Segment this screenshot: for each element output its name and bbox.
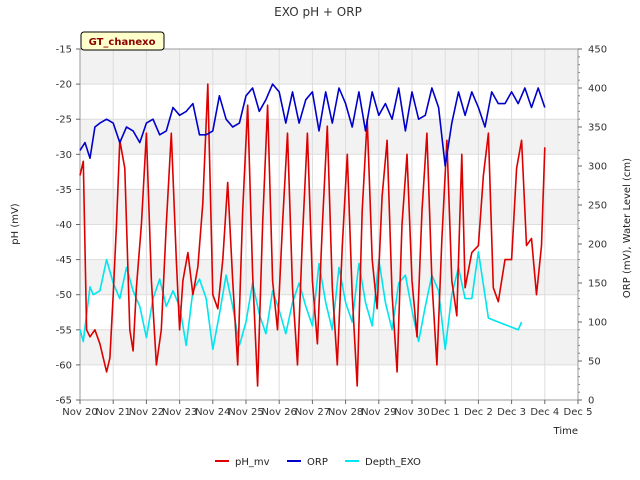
x-tick-label: Dec 4: [530, 407, 559, 418]
x-tick-label: Nov 21: [95, 407, 130, 418]
legend-item: ORP: [287, 457, 328, 468]
background-band: [80, 259, 578, 295]
y-left-tick-label: -30: [56, 150, 72, 161]
x-tick-label: Nov 22: [129, 407, 164, 418]
x-tick-label: Nov 29: [361, 407, 396, 418]
y-left-tick-label: -25: [56, 115, 72, 126]
x-tick-label: Dec 5: [564, 407, 593, 418]
y-right-tick-label: 300: [588, 162, 607, 173]
legend-item: Depth_EXO: [345, 457, 421, 468]
y-right-tick-label: 0: [588, 396, 594, 407]
legend: pH_mv ORP Depth_EXO: [215, 457, 421, 468]
x-tick-label: Dec 1: [431, 407, 460, 418]
background-band: [80, 49, 578, 85]
y-right-tick-label: 200: [588, 240, 607, 251]
site-badge-label: GT_chanexo: [89, 37, 156, 48]
x-axis-label: Time: [553, 426, 578, 437]
site-badge: GT_chanexo: [80, 31, 165, 51]
y-right-tick-label: 250: [588, 201, 607, 212]
background-band: [80, 329, 578, 365]
x-tick-label: Nov 30: [394, 407, 429, 418]
y-axis-left-label: pH (mV): [10, 203, 21, 245]
legend-label: Depth_EXO: [365, 457, 421, 468]
y-right-tick-label: 450: [588, 45, 607, 56]
y-left-tick-label: -40: [56, 220, 72, 231]
y-axis-right-label: ORP (mV), Water Level (cm): [622, 158, 633, 298]
x-tick-label: Nov 23: [162, 407, 197, 418]
x-tick-label: Nov 24: [195, 407, 230, 418]
y-left-tick-label: -60: [56, 360, 72, 371]
x-tick-label: Dec 2: [464, 407, 493, 418]
legend-item: pH_mv: [215, 457, 270, 468]
x-tick-label: Nov 20: [62, 407, 97, 418]
y-left-tick-label: -15: [56, 45, 72, 56]
y-right-tick-label: 400: [588, 84, 607, 95]
y-left-tick-label: -55: [56, 325, 72, 336]
chart-title: EXO pH + ORP: [274, 5, 362, 19]
x-tick-label: Dec 3: [497, 407, 526, 418]
legend-label: ORP: [307, 457, 328, 468]
y-left-tick-label: -50: [56, 290, 72, 301]
x-tick-label: Nov 27: [295, 407, 330, 418]
y-right-tick-label: 350: [588, 123, 607, 134]
x-tick-label: Nov 28: [328, 407, 363, 418]
legend-label: pH_mv: [235, 457, 270, 468]
x-tick-label: Nov 26: [261, 407, 296, 418]
y-right-tick-label: 100: [588, 318, 607, 329]
plot-background-bands: [80, 49, 578, 365]
y-right-tick-label: 50: [588, 357, 601, 368]
series-line-orp: [79, 83, 546, 167]
series-layer: [79, 83, 546, 387]
y-left-tick-label: -35: [56, 185, 72, 196]
y-left-tick-label: -45: [56, 255, 72, 266]
y-axis-right: 0 50 100 150 200 250 300 350 400 450: [578, 45, 607, 407]
series-line-ph-mv: [79, 83, 546, 387]
x-tick-label: Nov 25: [228, 407, 263, 418]
y-left-tick-label: -20: [56, 80, 72, 91]
series-line-depth-exo: [79, 251, 523, 351]
y-left-tick-label: -65: [56, 396, 72, 407]
background-band: [80, 119, 578, 155]
y-right-tick-label: 150: [588, 279, 607, 290]
y-axis-left: -15 -20 -25 -30 -35 -40 -45 -50 -55 -60 -65: [56, 45, 80, 407]
